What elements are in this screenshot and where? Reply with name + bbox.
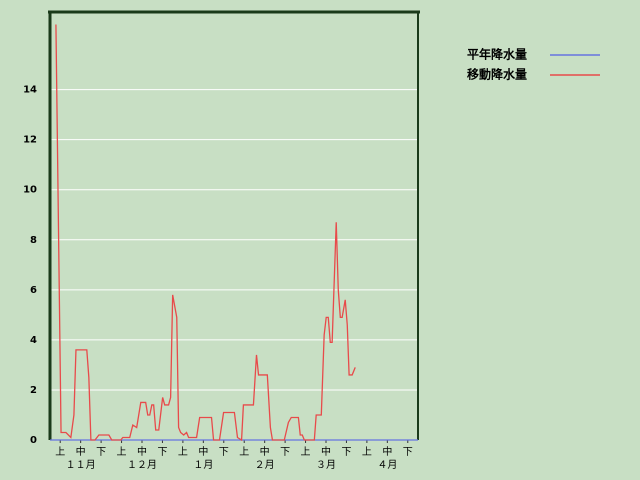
x-tick-label: 上 bbox=[239, 446, 249, 458]
x-tick-label: 上 bbox=[301, 446, 311, 458]
x-tick-label: 上 bbox=[178, 446, 188, 458]
x-tick-label: 中 bbox=[76, 445, 86, 458]
legend-label: 平年降水量 bbox=[467, 47, 527, 62]
month-label: １１月 bbox=[66, 459, 96, 471]
x-tick-label: 中 bbox=[198, 445, 208, 458]
x-tick-label: 上 bbox=[117, 446, 127, 458]
y-tick-label: 10 bbox=[23, 185, 37, 196]
month-label: ２月 bbox=[255, 459, 275, 471]
y-tick-label: 8 bbox=[30, 235, 37, 246]
series-line bbox=[55, 24, 356, 442]
x-tick-label: 下 bbox=[219, 447, 229, 458]
y-tick-label: 2 bbox=[30, 385, 37, 396]
x-tick-label: 上 bbox=[362, 446, 372, 458]
x-tick-label: 下 bbox=[341, 447, 351, 458]
x-tick-label: 下 bbox=[157, 447, 167, 458]
month-label: １２月 bbox=[127, 459, 157, 471]
y-tick-label: 0 bbox=[30, 435, 37, 446]
x-tick-label: 下 bbox=[403, 447, 413, 458]
legend-label: 移動降水量 bbox=[467, 67, 527, 82]
y-tick-label: 12 bbox=[23, 135, 37, 146]
y-tick-label: 6 bbox=[30, 285, 37, 296]
x-tick-label: 中 bbox=[260, 445, 270, 458]
month-label: ４月 bbox=[377, 459, 397, 471]
y-tick-label: 4 bbox=[30, 335, 37, 346]
x-tick-label: 中 bbox=[137, 445, 147, 458]
x-tick-label: 下 bbox=[280, 447, 290, 458]
x-tick-label: 中 bbox=[382, 445, 392, 458]
month-label: ３月 bbox=[316, 459, 336, 471]
y-tick-label: 14 bbox=[23, 85, 37, 96]
x-tick-label: 下 bbox=[96, 447, 106, 458]
month-label: １月 bbox=[193, 459, 213, 471]
x-tick-label: 中 bbox=[321, 445, 331, 458]
x-tick-label: 上 bbox=[55, 446, 65, 458]
